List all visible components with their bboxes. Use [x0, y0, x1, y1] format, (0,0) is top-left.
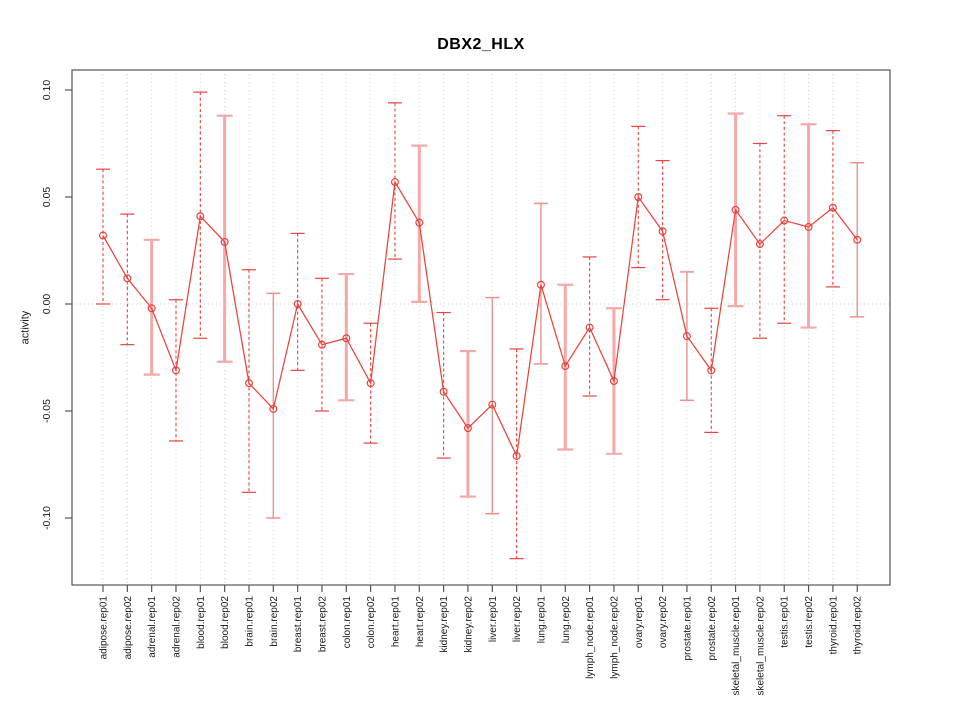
data-point-marker: [415, 218, 424, 227]
x-tick-label: adipose.rep02: [123, 596, 134, 660]
x-tick-label: testis.rep02: [804, 596, 815, 648]
x-tick-label: colon.rep01: [342, 596, 353, 649]
x-tick-label: lymph_node.rep01: [585, 596, 596, 679]
data-point-marker: [317, 340, 326, 349]
y-tick-label: 0.00: [41, 294, 53, 315]
data-point-marker: [682, 332, 691, 341]
data-point-marker: [123, 274, 132, 283]
data-point-marker: [707, 366, 716, 375]
x-tick-label: lymph_node.rep02: [609, 596, 620, 679]
y-tick-label: -0.10: [41, 506, 53, 530]
data-point-marker: [658, 227, 667, 236]
x-tick-label: kidney.rep02: [463, 596, 474, 653]
data-point-marker: [147, 304, 156, 313]
y-tick-label: 0.10: [41, 80, 53, 101]
data-point-marker: [293, 300, 302, 309]
data-point-marker: [804, 222, 813, 231]
data-point-marker: [585, 323, 594, 332]
chart-title: DBX2_HLX: [437, 36, 525, 53]
data-point-marker: [342, 334, 351, 343]
x-tick-label: kidney.rep01: [439, 596, 450, 653]
x-tick-label: ovary.rep02: [658, 596, 669, 649]
x-tick-label: ovary.rep01: [634, 596, 645, 649]
x-tick-label: breast.rep02: [317, 596, 328, 653]
x-tick-label: blood.rep02: [220, 596, 231, 649]
plot-frame: [71, 69, 891, 586]
x-tick-label: thyroid.rep02: [853, 596, 864, 655]
x-tick-label: adrenal.rep01: [147, 596, 158, 658]
data-point-marker: [269, 404, 278, 413]
x-tick-label: testis.rep01: [780, 596, 791, 648]
x-tick-label: blood.rep01: [196, 596, 207, 649]
series-line: [102, 180, 858, 459]
data-point-marker: [561, 362, 570, 371]
x-tick-label: colon.rep02: [366, 596, 377, 649]
y-tick-label: -0.05: [41, 399, 53, 423]
data-point-marker: [488, 400, 497, 409]
x-tick-label: liver.rep02: [512, 596, 523, 643]
x-tick-label: prostate.rep02: [707, 596, 718, 661]
x-tick-label: lung.rep01: [536, 596, 547, 644]
x-tick-label: adipose.rep01: [99, 596, 110, 660]
data-point-marker: [609, 377, 618, 386]
data-point-marker: [512, 451, 521, 460]
data-point-marker: [390, 178, 399, 187]
data-point-marker: [244, 379, 253, 388]
data-point-marker: [536, 280, 545, 289]
data-point-marker: [196, 212, 205, 221]
data-point-marker: [828, 203, 837, 212]
x-tick-label: heart.rep02: [415, 596, 426, 648]
x-tick-label: brain.rep01: [244, 596, 255, 647]
x-tick-label: adrenal.rep02: [171, 596, 182, 658]
x-tick-label: lung.rep02: [561, 596, 572, 644]
x-tick-label: prostate.rep01: [682, 596, 693, 661]
data-point-marker: [220, 237, 229, 246]
x-tick-label: skeletal_muscle.rep02: [755, 596, 766, 696]
y-tick-label: 0.05: [41, 187, 53, 208]
x-tick-label: liver.rep01: [488, 596, 499, 643]
data-point-marker: [171, 366, 180, 375]
data-point-marker: [731, 205, 740, 214]
x-tick-label: heart.rep01: [390, 596, 401, 648]
x-tick-label: thyroid.rep01: [828, 596, 839, 655]
x-tick-label: breast.rep01: [293, 596, 304, 653]
data-point-marker: [853, 235, 862, 244]
x-tick-label: brain.rep02: [269, 596, 280, 647]
data-point-marker: [98, 231, 107, 240]
x-tick-label: skeletal_muscle.rep01: [731, 596, 742, 696]
data-point-marker: [366, 379, 375, 388]
data-point-marker: [634, 193, 643, 202]
data-point-marker: [755, 240, 764, 249]
data-point-marker: [439, 387, 448, 396]
data-point-marker: [463, 424, 472, 433]
data-point-marker: [780, 216, 789, 225]
